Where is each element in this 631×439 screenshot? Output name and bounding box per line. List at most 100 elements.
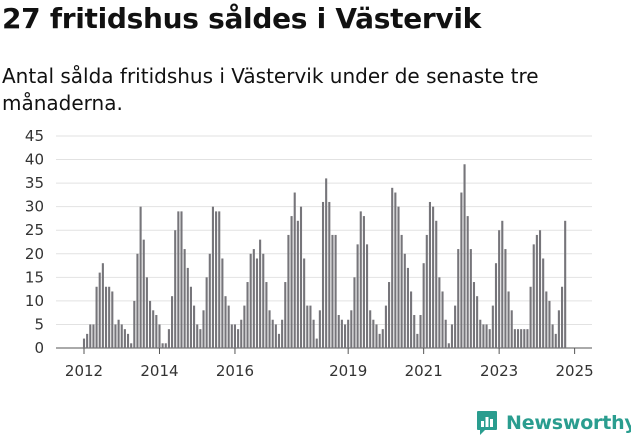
bar [391,187,394,348]
bar [523,329,526,348]
bar [551,324,554,348]
bar [145,277,148,348]
bar [183,249,186,348]
page-subtitle: Antal sålda fritidshus i Västervik under… [2,64,539,115]
bar [428,201,431,348]
bar [237,329,240,348]
bar [139,206,142,348]
bar [425,234,428,348]
bar [89,324,92,348]
x-tick-label: 2014 [140,362,178,380]
bar [318,310,321,348]
bar [158,324,161,348]
bar [309,305,312,348]
bar [174,230,177,348]
bar [516,329,520,348]
x-tick-label: 2023 [480,362,518,380]
bar [255,258,259,348]
bar [513,329,516,348]
bar [274,324,277,348]
y-tick-label: 25 [25,221,44,239]
y-tick-label: 5 [34,315,44,333]
y-tick-label: 40 [25,151,44,169]
bar [460,192,463,348]
bar [447,343,450,348]
bar [482,324,485,348]
x-tick-label: 2025 [556,362,594,380]
bar [218,211,221,348]
bar [526,329,529,348]
bar [290,216,293,348]
bar [472,282,476,348]
bar [507,291,510,348]
bar [117,319,120,348]
chart-bars [82,164,567,348]
y-axis: 0 5 10 15 20 25 30 35 40 45 [25,127,44,357]
bar [488,329,491,348]
bar [321,201,325,348]
bar [435,220,438,348]
bar [86,333,89,348]
bar [193,305,196,348]
bar [359,211,362,348]
bar [296,220,299,348]
bar [136,253,139,348]
bar [277,333,281,348]
bar [494,263,498,348]
bar [284,282,287,348]
bar [340,319,343,348]
x-tick-label: 2012 [65,362,103,380]
bar [161,343,164,348]
bar [155,315,158,348]
bar [95,286,98,348]
bar [538,230,542,348]
bar [457,249,460,348]
bar [104,286,108,348]
bar [520,329,523,348]
bar [400,234,403,348]
chart-annotations: 27 [574,0,594,4]
bar [542,258,545,348]
bar [215,211,218,348]
brand-logo: Newsworthy [476,408,631,438]
bar [211,206,214,348]
bar [287,234,290,348]
bar [243,305,246,348]
bar [252,249,255,348]
bar [413,315,416,348]
bar [315,338,318,348]
bar [501,220,504,348]
bar [535,234,538,348]
bar [444,319,447,348]
y-tick-label: 15 [25,268,44,286]
bar [180,211,183,348]
bar [384,305,387,348]
bar [347,319,350,348]
bar [498,230,501,348]
bar [422,263,425,348]
bar [388,282,391,348]
bar [510,310,513,348]
latest-value-label: 27 [574,0,594,4]
bar [303,258,306,348]
bar [469,249,472,348]
bar [438,277,441,348]
y-tick-label: 0 [34,339,44,357]
bar [403,253,406,348]
x-tick-label: 2021 [405,362,443,380]
bar [557,310,560,348]
bar [164,343,167,348]
bar [479,319,482,348]
bar [560,286,564,348]
bar [491,305,494,348]
bar [419,315,422,348]
bar [82,338,86,348]
bar [120,324,123,348]
bar [463,164,466,348]
bar [454,305,457,348]
bar [189,286,192,348]
bar [504,249,507,348]
bar [337,315,340,348]
bar [208,253,211,348]
bar [410,291,413,348]
